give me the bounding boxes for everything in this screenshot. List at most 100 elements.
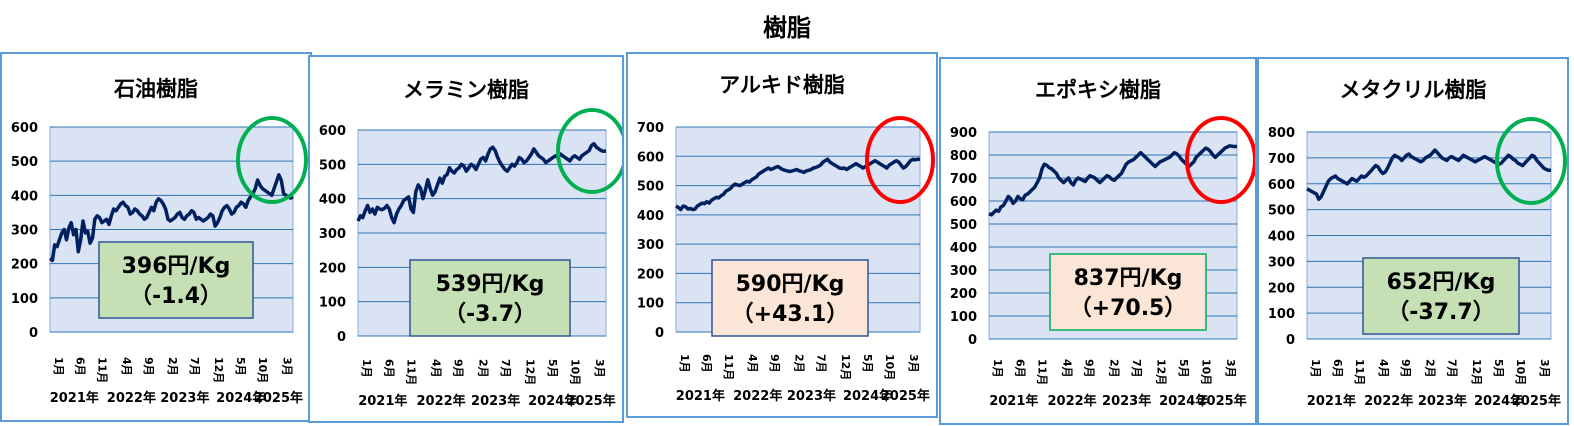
x-year-label: 2024年 — [843, 388, 892, 404]
x-year-label: 2025年 — [1512, 393, 1561, 409]
chart-title: メタクリル樹脂 — [1340, 78, 1487, 102]
y-tick-label: 600 — [637, 150, 664, 165]
y-tick-label: 600 — [319, 124, 346, 139]
y-tick-label: 100 — [11, 292, 38, 307]
highlight-circle — [865, 116, 935, 204]
x-tick-label: 7月 — [499, 359, 512, 378]
y-tick-label: 700 — [637, 121, 664, 136]
x-tick-label: 4月 — [1060, 359, 1073, 378]
y-tick-label: 800 — [950, 149, 977, 164]
x-tick-label: 10月 — [568, 359, 581, 385]
x-tick-label: 3月 — [593, 359, 606, 378]
x-year-label: 2024年 — [216, 390, 265, 406]
x-tick-label: 5月 — [234, 357, 247, 376]
y-tick-label: 600 — [1268, 178, 1295, 193]
chart-svg-0: 石油樹脂 0 100 200 300 400 500 600 396円/Kg （-1.4） 1月 6月… — [11, 77, 308, 406]
x-tick-label: 11月 — [722, 354, 735, 380]
y-tick-label: 200 — [319, 261, 346, 276]
x-tick-label: 12月 — [1470, 359, 1483, 385]
x-tick-label: 1月 — [678, 354, 691, 373]
x-tick-label: 1月 — [1309, 359, 1322, 378]
x-year-label: 2021年 — [50, 390, 99, 406]
series-line — [988, 144, 1237, 217]
x-year-label: 2023年 — [1418, 393, 1467, 409]
x-tick-label: 5月 — [861, 354, 874, 373]
x-tick-label: 6月 — [1331, 359, 1344, 378]
y-tick-label: 200 — [1268, 281, 1295, 296]
y-tick-label: 0 — [29, 326, 38, 341]
y-tick-label: 100 — [637, 297, 664, 312]
y-tick-label: 0 — [337, 330, 346, 345]
x-tick-label: 5月 — [1492, 359, 1505, 378]
price-change-label: （+43.1） — [732, 302, 849, 327]
x-year-label: 2025年 — [1198, 393, 1247, 409]
x-year-label: 2025年 — [881, 388, 930, 404]
page-title: 樹脂 — [763, 14, 811, 42]
price-change-label: （-1.4） — [130, 284, 222, 309]
x-year-label: 2022年 — [733, 388, 782, 404]
y-tick-label: 0 — [968, 333, 977, 348]
chart-svg-4: メタクリル樹脂 0 100 200 300 400 500 600 700 800 652円/Kg （… — [1268, 78, 1567, 409]
highlight-circle — [236, 116, 308, 204]
x-year-label: 2021年 — [676, 388, 725, 404]
x-tick-label: 10月 — [256, 357, 269, 383]
x-tick-label: 12月 — [1155, 359, 1168, 385]
x-tick-label: 1月 — [360, 359, 373, 378]
x-year-label: 2025年 — [254, 390, 303, 406]
y-tick-label: 300 — [11, 224, 38, 239]
y-tick-label: 400 — [950, 241, 977, 256]
x-year-label: 2023年 — [160, 390, 209, 406]
x-year-label: 2021年 — [358, 393, 407, 409]
x-tick-label: 9月 — [142, 357, 155, 376]
series-line — [675, 157, 920, 212]
price-label: 837円/Kg — [1074, 266, 1183, 291]
x-tick-label: 10月 — [883, 354, 896, 380]
x-tick-label: 3月 — [1538, 359, 1551, 378]
y-tick-label: 200 — [950, 287, 977, 302]
x-tick-label: 10月 — [1514, 359, 1527, 385]
chart-svg-1: メラミン樹脂 0 100 200 300 400 500 600 539円/Kg （-3.7） 1月… — [319, 78, 622, 409]
x-tick-label: 2月 — [477, 359, 490, 378]
price-badge — [98, 241, 254, 319]
highlight-circle — [556, 108, 622, 194]
chart-svg-2: アルキド樹脂 0 100 200 300 400 500 600 700 590円/Kg （+43.… — [637, 73, 935, 404]
y-tick-label: 0 — [655, 326, 664, 341]
x-tick-label: 12月 — [212, 357, 225, 383]
y-tick-label: 600 — [11, 121, 38, 136]
x-tick-label: 12月 — [524, 359, 537, 385]
x-year-label: 2021年 — [989, 393, 1038, 409]
x-tick-label: 2月 — [1108, 359, 1121, 378]
price-change-label: （-37.7） — [1387, 300, 1494, 325]
x-year-label: 2023年 — [471, 393, 520, 409]
y-tick-label: 500 — [1268, 204, 1295, 219]
x-year-label: 2023年 — [787, 388, 836, 404]
series-line — [356, 141, 607, 225]
x-year-label: 2022年 — [416, 393, 465, 409]
x-tick-label: 4月 — [746, 354, 759, 373]
chart-title: メラミン樹脂 — [403, 78, 529, 102]
y-tick-label: 500 — [319, 158, 346, 173]
x-tick-label: 7月 — [1446, 359, 1459, 378]
y-tick-label: 400 — [11, 189, 38, 204]
y-tick-label: 100 — [950, 310, 977, 325]
y-tick-label: 400 — [637, 209, 664, 224]
y-tick-label: 600 — [950, 195, 977, 210]
x-tick-label: 6月 — [382, 359, 395, 378]
y-tick-label: 500 — [11, 155, 38, 170]
x-tick-label: 2月 — [166, 357, 179, 376]
y-tick-label: 800 — [1268, 126, 1295, 141]
x-year-label: 2023年 — [1102, 393, 1151, 409]
x-tick-label: 4月 — [120, 357, 133, 376]
y-tick-label: 400 — [319, 193, 346, 208]
x-tick-label: 4月 — [429, 359, 442, 378]
x-tick-label: 6月 — [74, 357, 87, 376]
y-tick-label: 300 — [319, 227, 346, 242]
y-tick-label: 200 — [11, 258, 38, 273]
x-tick-label: 7月 — [815, 354, 828, 373]
x-tick-label: 9月 — [1399, 359, 1412, 378]
x-year-label: 2022年 — [1364, 393, 1413, 409]
x-year-label: 2022年 — [107, 390, 156, 406]
y-tick-label: 500 — [637, 180, 664, 195]
y-tick-label: 700 — [1268, 152, 1295, 167]
x-year-label: 2024年 — [1159, 393, 1208, 409]
